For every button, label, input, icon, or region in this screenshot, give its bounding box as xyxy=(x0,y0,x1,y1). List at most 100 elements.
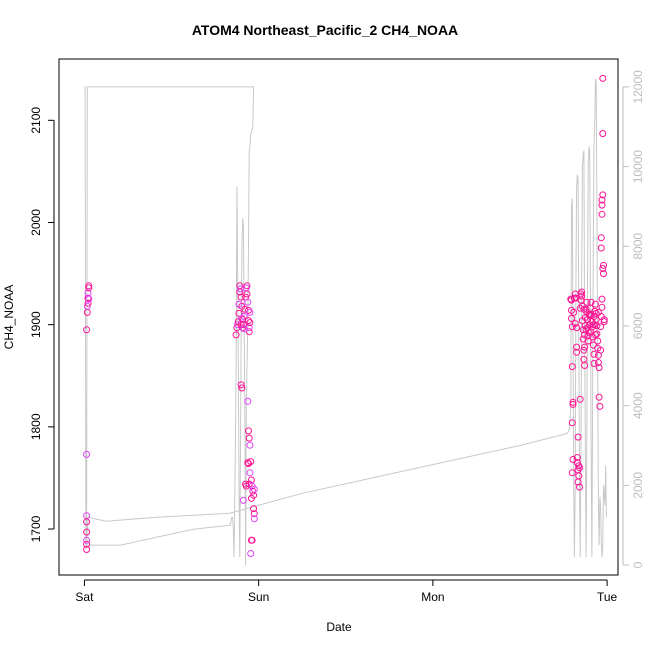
data-point xyxy=(598,303,606,311)
data-point xyxy=(83,528,91,536)
data-point xyxy=(243,282,251,290)
data-point xyxy=(579,326,587,334)
data-point xyxy=(83,518,91,526)
data-point xyxy=(85,284,93,292)
data-point xyxy=(250,505,258,513)
data-point xyxy=(573,343,581,351)
data-point xyxy=(584,332,592,340)
data-point xyxy=(590,313,598,320)
data-point xyxy=(593,330,601,338)
data-point xyxy=(597,244,605,252)
data-point xyxy=(245,427,252,435)
data-point xyxy=(586,312,594,319)
data-point xyxy=(592,300,599,308)
x-axis-label: Date xyxy=(326,620,352,634)
data-point xyxy=(244,298,252,306)
data-point xyxy=(245,306,252,314)
data-point xyxy=(239,321,247,329)
data-point xyxy=(580,305,588,313)
data-point xyxy=(246,469,254,477)
data-point xyxy=(249,487,257,495)
data-point xyxy=(241,305,249,313)
data-point xyxy=(237,381,245,389)
y-tick-label: 1800 xyxy=(29,413,43,440)
data-point xyxy=(245,324,253,332)
x-tick-label: Sun xyxy=(248,590,269,604)
data-point xyxy=(600,261,607,269)
data-point xyxy=(574,478,582,486)
data-point xyxy=(592,331,599,339)
data-point xyxy=(597,346,605,354)
data-point xyxy=(590,350,598,358)
data-point xyxy=(589,321,597,329)
data-point xyxy=(247,494,255,502)
data-point xyxy=(583,298,591,306)
x-tick-label: Tue xyxy=(597,590,618,604)
data-point xyxy=(235,309,243,317)
data-point xyxy=(600,270,607,278)
data-point xyxy=(599,191,607,199)
plot-border xyxy=(58,58,619,576)
data-point xyxy=(83,450,91,458)
data-point xyxy=(250,515,258,523)
y2-tick-label: 0 xyxy=(631,561,645,568)
data-point xyxy=(245,434,253,442)
data-point xyxy=(245,317,252,325)
data-point xyxy=(571,320,579,328)
data-point xyxy=(239,316,247,324)
data-point xyxy=(598,196,606,204)
data-point xyxy=(576,483,583,491)
data-point xyxy=(247,458,255,466)
data-point xyxy=(242,480,250,488)
data-point xyxy=(568,315,575,322)
data-point xyxy=(576,464,583,472)
data-point xyxy=(246,308,254,316)
data-point xyxy=(567,295,575,303)
data-point xyxy=(578,292,586,300)
data-point xyxy=(599,74,607,82)
y-tick-label: 2100 xyxy=(29,107,43,134)
data-point xyxy=(83,546,91,553)
data-point xyxy=(84,299,92,307)
data-point xyxy=(568,363,576,371)
data-point xyxy=(246,441,254,449)
data-point xyxy=(582,326,590,334)
data-point xyxy=(568,419,576,427)
data-point xyxy=(569,398,577,406)
chart-title: ATOM4 Northeast_Pacific_2 CH4_NOAA xyxy=(192,22,458,38)
data-point xyxy=(250,485,258,493)
data-point xyxy=(600,318,608,326)
x-tick-label: Sat xyxy=(75,590,94,604)
data-point xyxy=(600,316,608,324)
data-point xyxy=(250,510,258,518)
y2-tick-label: 6000 xyxy=(631,312,645,339)
data-point xyxy=(573,324,581,332)
data-point xyxy=(236,282,244,290)
data-point xyxy=(578,288,586,296)
altitude-line-layer xyxy=(84,78,607,566)
data-point xyxy=(244,459,252,467)
data-point xyxy=(83,326,91,334)
data-point xyxy=(574,433,582,441)
data-point xyxy=(247,550,255,557)
altitude-series-line xyxy=(84,78,607,566)
data-point xyxy=(576,395,584,403)
data-point xyxy=(246,319,254,327)
y-tick-label: 1700 xyxy=(29,515,43,542)
y-axis-label: CH4_NOAA xyxy=(2,285,16,350)
data-point xyxy=(599,130,607,138)
data-point xyxy=(83,302,91,310)
data-point xyxy=(245,460,252,468)
data-point xyxy=(568,306,575,314)
data-point xyxy=(597,234,605,242)
data-point xyxy=(239,496,247,504)
data-point xyxy=(591,307,599,315)
data-point xyxy=(243,290,251,298)
data-point xyxy=(83,536,91,544)
data-point xyxy=(573,348,581,356)
data-point xyxy=(586,328,594,336)
data-point xyxy=(594,308,602,316)
data-point xyxy=(581,322,589,330)
data-point xyxy=(595,364,603,372)
